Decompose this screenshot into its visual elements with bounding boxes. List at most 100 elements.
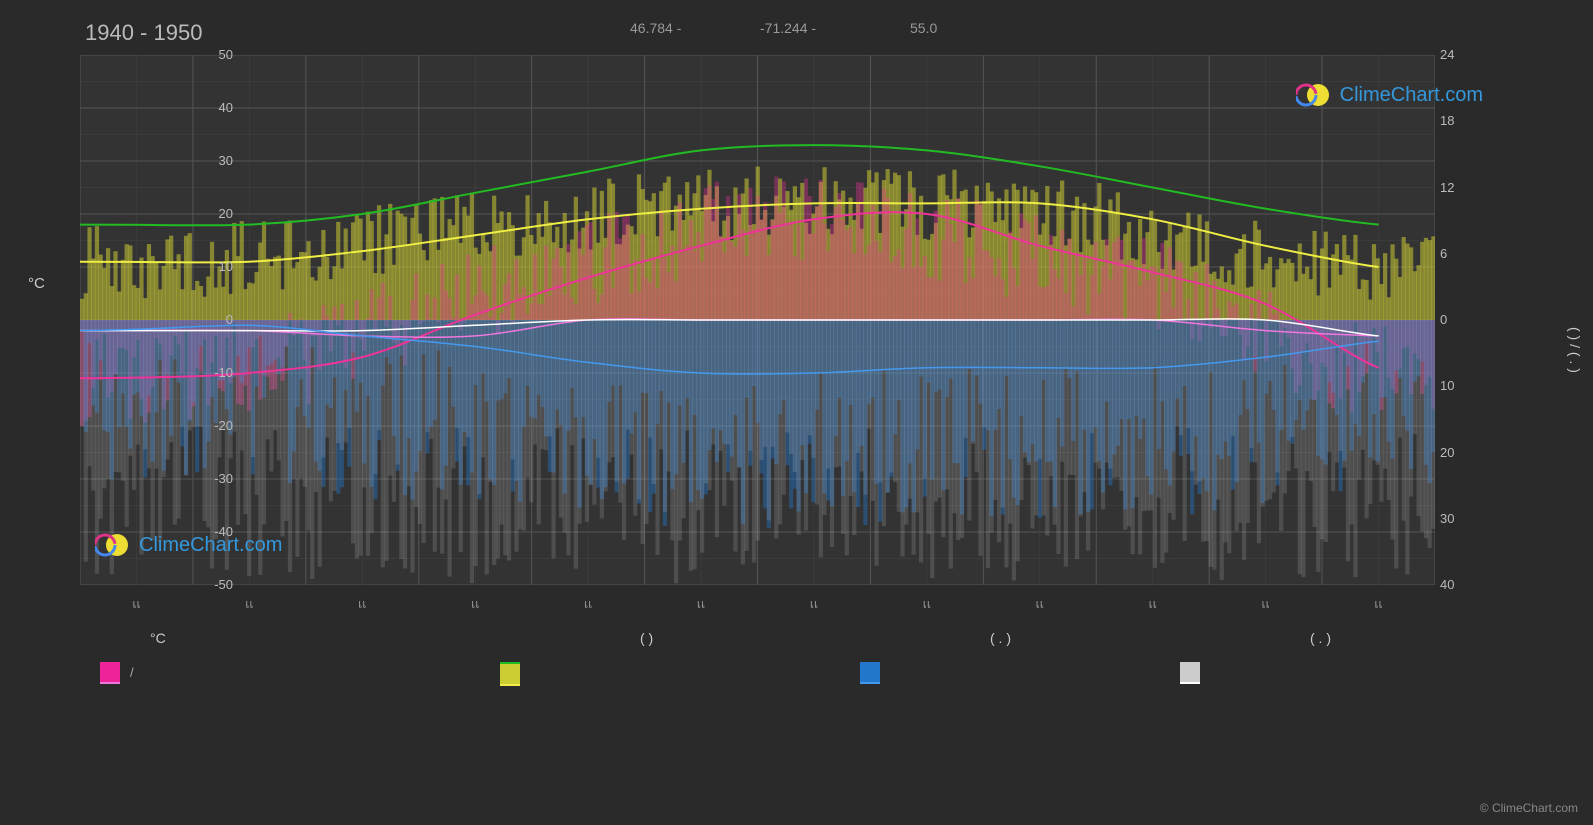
temp-bar	[867, 245, 871, 320]
temp-bar	[1064, 293, 1068, 320]
temp-bar	[1138, 286, 1142, 320]
watermark-top: ClimeChart.com	[1296, 80, 1483, 110]
rainday-bar	[1212, 320, 1216, 570]
rainday-bar	[262, 320, 266, 524]
rainday-bar	[648, 320, 652, 438]
rainday-bar	[667, 320, 671, 471]
rainday-bar	[444, 320, 448, 500]
rainday-bar	[592, 320, 596, 505]
rainday-bar	[485, 320, 489, 574]
legend-col-precip: ( . )	[860, 630, 1180, 686]
sun-bar	[277, 256, 281, 320]
rainday-bar	[448, 320, 452, 577]
temp-bar	[752, 230, 756, 320]
temp-bar	[577, 231, 581, 320]
sun-bar	[210, 242, 214, 320]
rainday-bar	[537, 320, 541, 524]
legend-col-raindays: ( . )	[1180, 630, 1430, 686]
sun-bar	[236, 256, 240, 320]
rainday-bar	[254, 320, 258, 495]
rainday-bar	[830, 320, 834, 547]
rainday-bar	[1238, 320, 1242, 523]
rainday-bar	[1153, 320, 1157, 568]
rainday-bar	[678, 320, 682, 541]
temp-bar	[615, 212, 619, 320]
sun-bar	[1402, 237, 1406, 320]
rainday-bar	[607, 320, 611, 462]
temp-bar	[663, 258, 667, 320]
rainday-bar	[217, 320, 221, 457]
rainday-bar	[774, 320, 778, 539]
rainday-bar	[577, 320, 581, 524]
rainday-bar	[310, 320, 314, 579]
temp-bar	[540, 304, 544, 320]
rainday-bar	[1201, 320, 1205, 542]
rainday-bar	[1179, 320, 1183, 435]
rainday-bar	[1090, 320, 1094, 433]
temp-bar	[993, 276, 997, 320]
temp-bar	[522, 287, 526, 320]
temp-bar	[548, 296, 552, 320]
temp-bar	[410, 300, 414, 320]
temp-bar	[574, 304, 578, 320]
rainday-bar	[1053, 320, 1057, 525]
rainday-bar	[1416, 320, 1420, 516]
rainday-bar	[748, 320, 752, 451]
legend-swatch	[100, 662, 120, 682]
rainday-bar	[1012, 320, 1016, 580]
temp-bar	[681, 251, 685, 320]
rainday-bar	[1160, 320, 1164, 563]
sun-bar	[292, 268, 296, 320]
temp-bar	[848, 227, 852, 320]
rainday-bar	[930, 320, 934, 578]
sun-bar	[1201, 262, 1205, 320]
temp-bar	[871, 205, 875, 320]
rainday-bar	[1405, 320, 1409, 575]
rainday-bar	[1287, 320, 1291, 471]
logo-icon	[95, 530, 133, 560]
rainday-bar	[566, 320, 570, 555]
temp-bar	[785, 225, 789, 320]
sun-bar	[1283, 263, 1287, 320]
sun-bar	[1190, 267, 1194, 320]
x-tick: เเ	[902, 595, 952, 614]
y-right-tick: 30	[1440, 511, 1480, 526]
rainday-bar	[919, 320, 923, 562]
temp-bar	[488, 317, 492, 320]
temp-bar	[603, 247, 607, 320]
temp-bar	[845, 230, 849, 320]
temp-bar	[485, 295, 489, 320]
temp-bar	[321, 305, 325, 320]
sun-bar	[1294, 281, 1298, 320]
rainday-bar	[511, 320, 515, 459]
rainday-bar	[707, 320, 711, 490]
rainday-bar	[1205, 320, 1209, 541]
rainday-bar	[589, 320, 593, 485]
rainday-bar	[410, 320, 414, 573]
temp-bar	[570, 298, 574, 320]
sun-bar	[418, 234, 422, 320]
rainday-bar	[1361, 320, 1365, 450]
sun-bar	[1387, 297, 1391, 320]
sun-bar	[1301, 274, 1305, 320]
temp-bar	[433, 298, 437, 320]
rainday-bar	[986, 320, 990, 568]
sun-bar	[1223, 282, 1227, 320]
rainday-bar	[1075, 320, 1079, 559]
temp-bar	[789, 224, 793, 320]
sun-bar	[84, 293, 88, 320]
temp-bar	[1160, 243, 1164, 320]
rainday-bar	[745, 320, 749, 551]
rainday-bar	[882, 320, 886, 526]
temp-bar	[1116, 237, 1120, 320]
temp-bar	[1145, 280, 1149, 320]
rainday-bar	[1209, 320, 1213, 567]
sun-bar	[1398, 277, 1402, 320]
rainday-bar	[422, 320, 426, 543]
rainday-bar	[793, 320, 797, 472]
temp-bar	[1060, 230, 1064, 320]
sun-bar	[1383, 253, 1387, 320]
rainday-bar	[1257, 320, 1261, 543]
rainday-bar	[1390, 320, 1394, 539]
temp-bar	[592, 289, 596, 320]
